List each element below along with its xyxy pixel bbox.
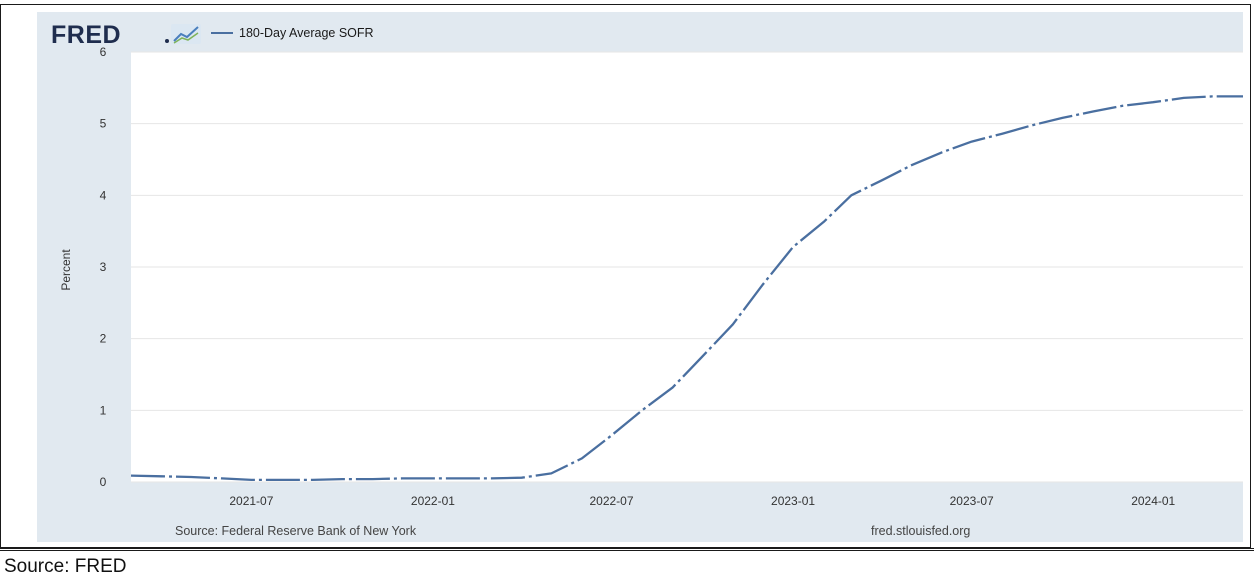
x-tick-label: 2023-07 xyxy=(950,494,994,508)
x-tick-label: 2024-01 xyxy=(1131,494,1175,508)
figure-caption: Source: FRED xyxy=(4,556,127,577)
x-tick-label: 2022-01 xyxy=(411,494,455,508)
figure-frame xyxy=(0,4,1251,548)
series-line-sofr xyxy=(130,95,1243,482)
y-tick-label: 5 xyxy=(100,117,107,131)
y-axis-label: Percent xyxy=(59,249,73,291)
grid-lines xyxy=(131,51,1243,483)
y-tick-label: 1 xyxy=(100,403,107,417)
source-url[interactable]: fred.stlouisfed.org xyxy=(871,524,970,538)
x-tick-label: 2021-07 xyxy=(229,494,273,508)
y-tick-label: 4 xyxy=(100,188,107,202)
y-tick-label: 6 xyxy=(100,45,107,59)
legend-label: 180-Day Average SOFR xyxy=(239,26,374,40)
fred-chart: 0 1 2 3 4 5 6 2021-07 2022-01 2022-07 2023-01 2023… xyxy=(51,21,1243,538)
source-attribution: Source: Federal Reserve Bank of New York xyxy=(175,524,417,538)
fred-logo-text[interactable]: FRED xyxy=(51,21,121,49)
y-tick-label: 3 xyxy=(100,260,107,274)
x-tick-label: 2023-01 xyxy=(771,494,815,508)
x-tick-label: 2022-07 xyxy=(589,494,633,508)
figure-divider xyxy=(0,548,1254,551)
y-tick-label: 2 xyxy=(100,332,107,346)
y-tick-labels: 0 1 2 3 4 5 6 xyxy=(100,45,107,489)
x-tick-labels: 2021-07 2022-01 2022-07 2023-01 2023-07 2024-… xyxy=(229,494,1175,508)
y-tick-label: 0 xyxy=(100,475,107,489)
fred-logo-chart-icon xyxy=(171,24,201,44)
fred-logo-dot xyxy=(165,39,169,43)
